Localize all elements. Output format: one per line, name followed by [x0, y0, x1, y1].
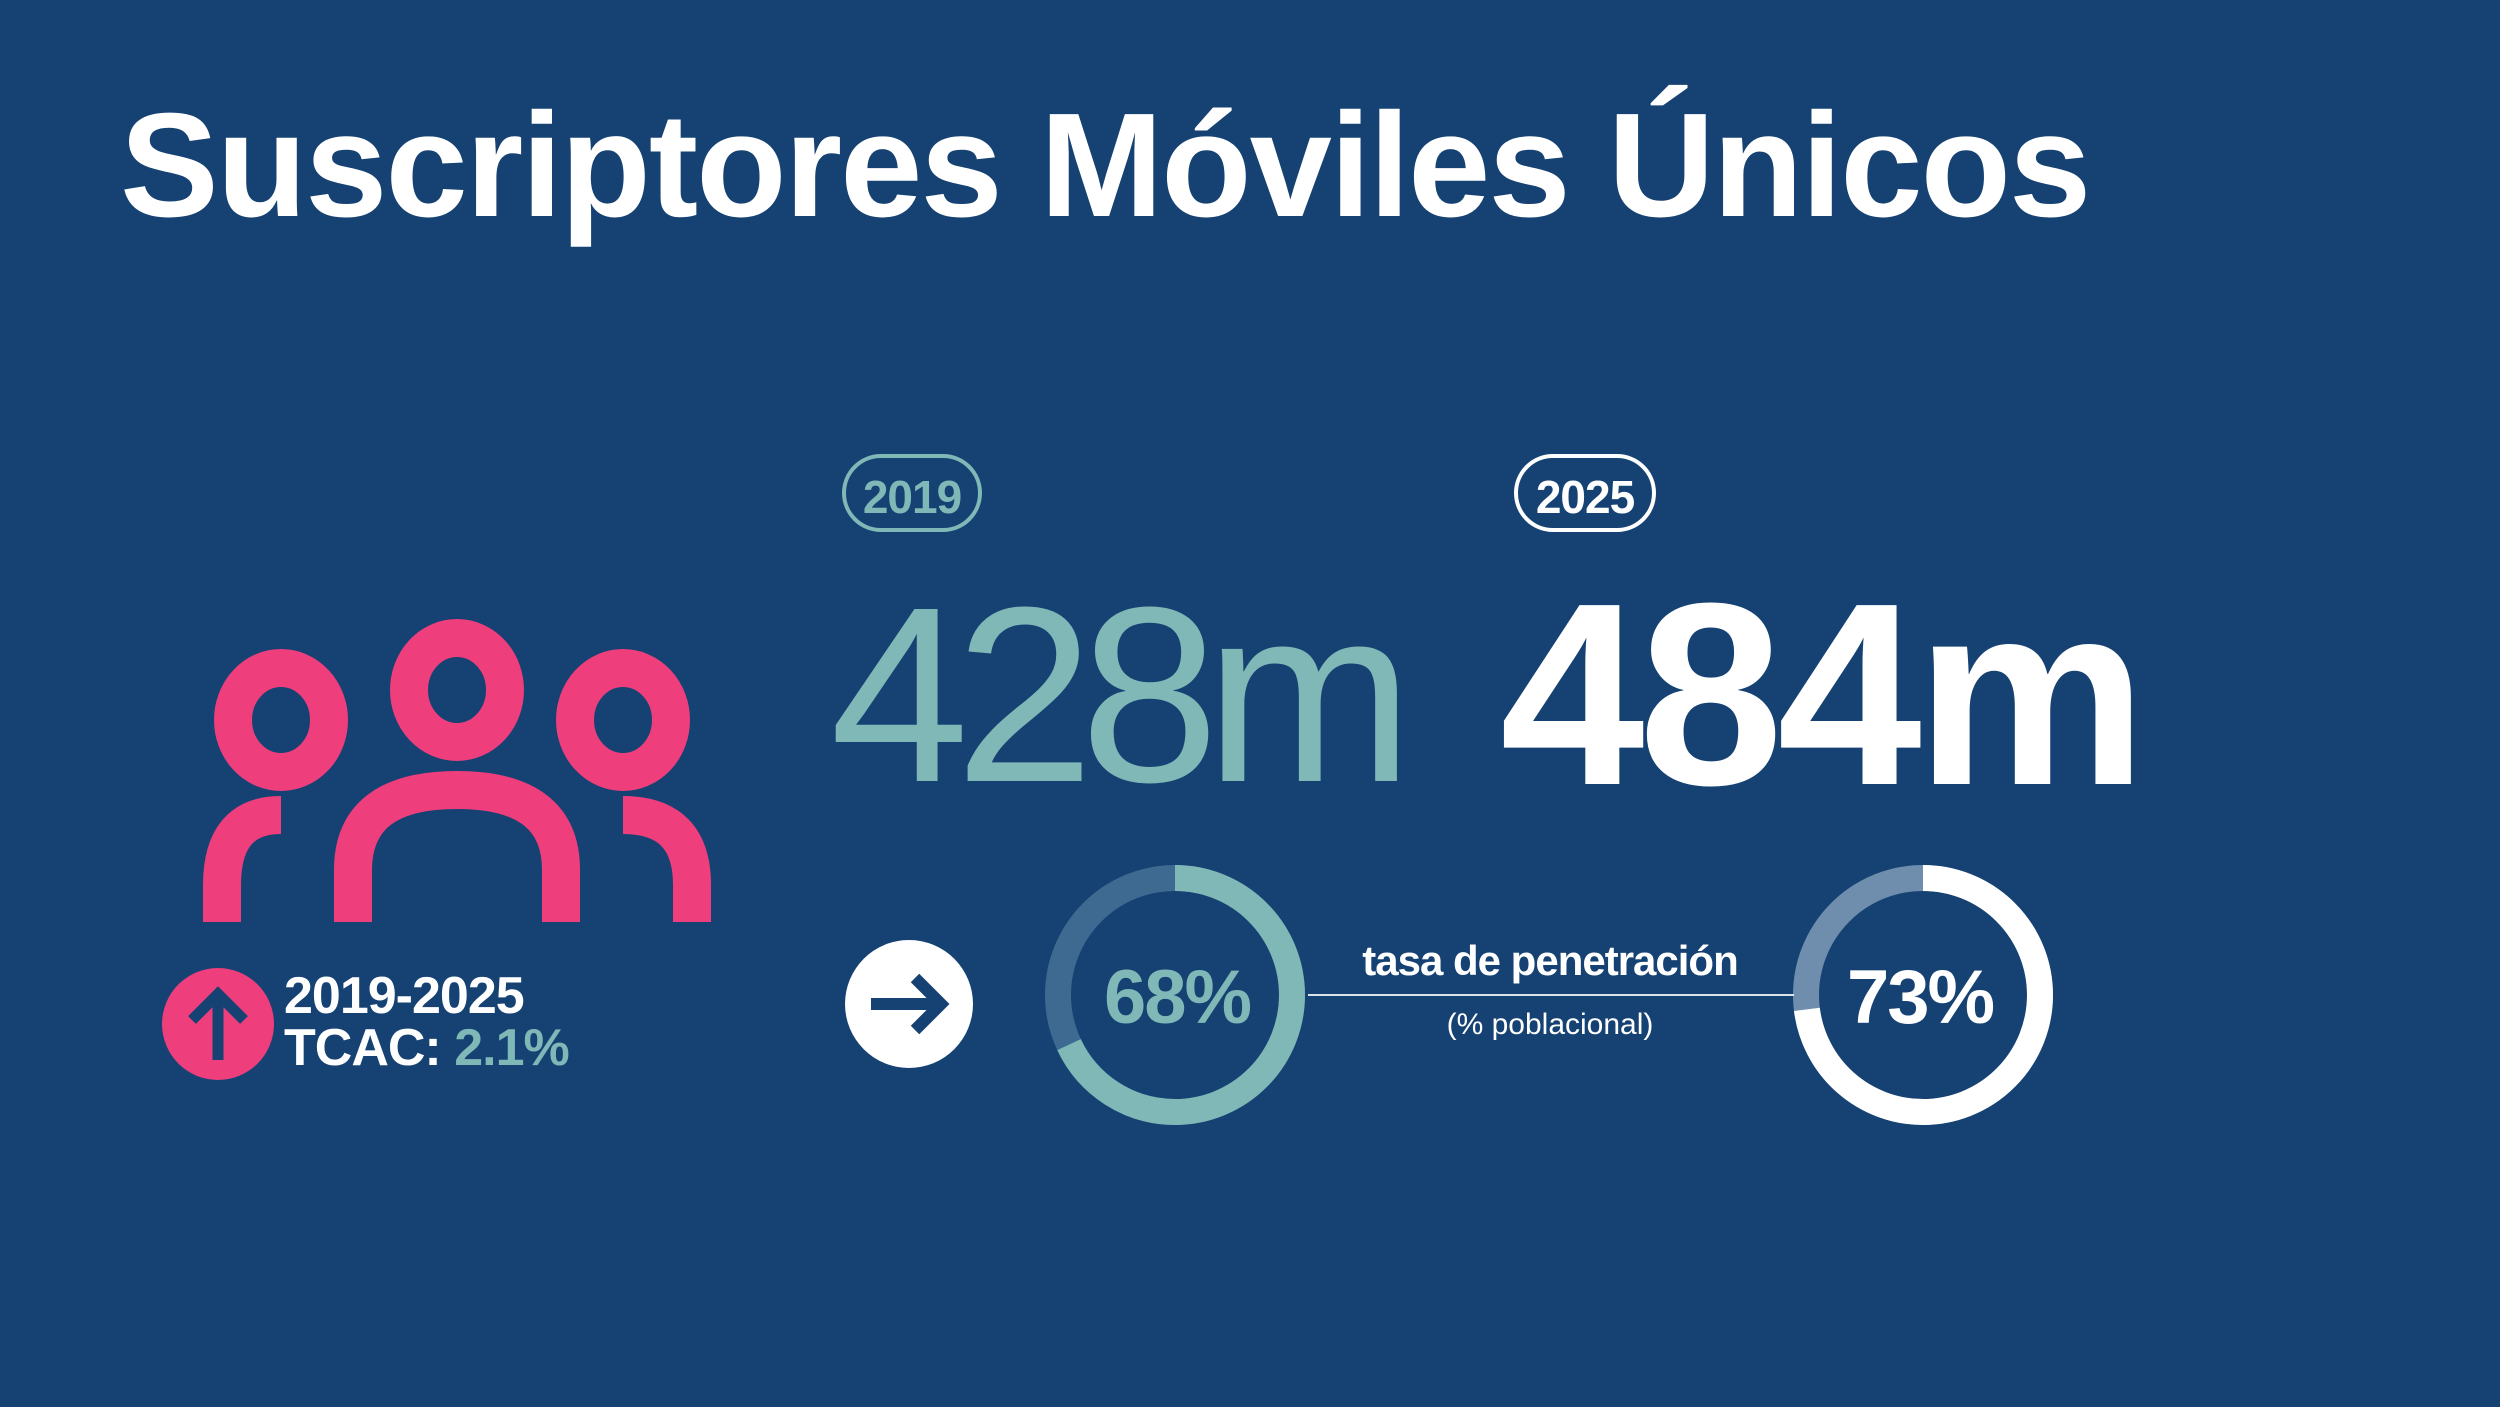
penetration-2025-value: 73%	[1846, 955, 1995, 1040]
page-title: Suscriptores Móviles Únicos	[120, 83, 2091, 248]
penetration-donut-2019	[1040, 860, 1310, 1135]
subscribers-2019-value: 428m	[830, 555, 1413, 834]
penetration-arc-2019	[1045, 865, 1305, 1125]
cagr-value: 2.1%	[454, 1019, 570, 1077]
cagr-row: TCAC: 2.1%	[284, 1019, 570, 1077]
penetration-donut-2025	[1788, 860, 2058, 1135]
year-badge-2019: 2019	[842, 454, 982, 532]
people-group-icon	[195, 610, 720, 935]
subscribers-2025-value: 484m	[1500, 550, 2147, 840]
year-badge-2025: 2025	[1514, 454, 1656, 532]
arrow-up-icon	[162, 968, 274, 1085]
penetration-label: tasa de penetración	[1362, 937, 1738, 984]
penetration-sublabel: (% poblacional)	[1446, 1008, 1654, 1041]
penetration-arc-2025	[1793, 865, 2053, 1125]
cagr-period: 2019-2025	[284, 967, 525, 1025]
penetration-2019-value: 68%	[1103, 955, 1252, 1040]
connector-line	[1308, 994, 1794, 996]
cagr-label: TCAC:	[284, 1019, 442, 1077]
arrow-right-icon	[845, 940, 973, 1073]
